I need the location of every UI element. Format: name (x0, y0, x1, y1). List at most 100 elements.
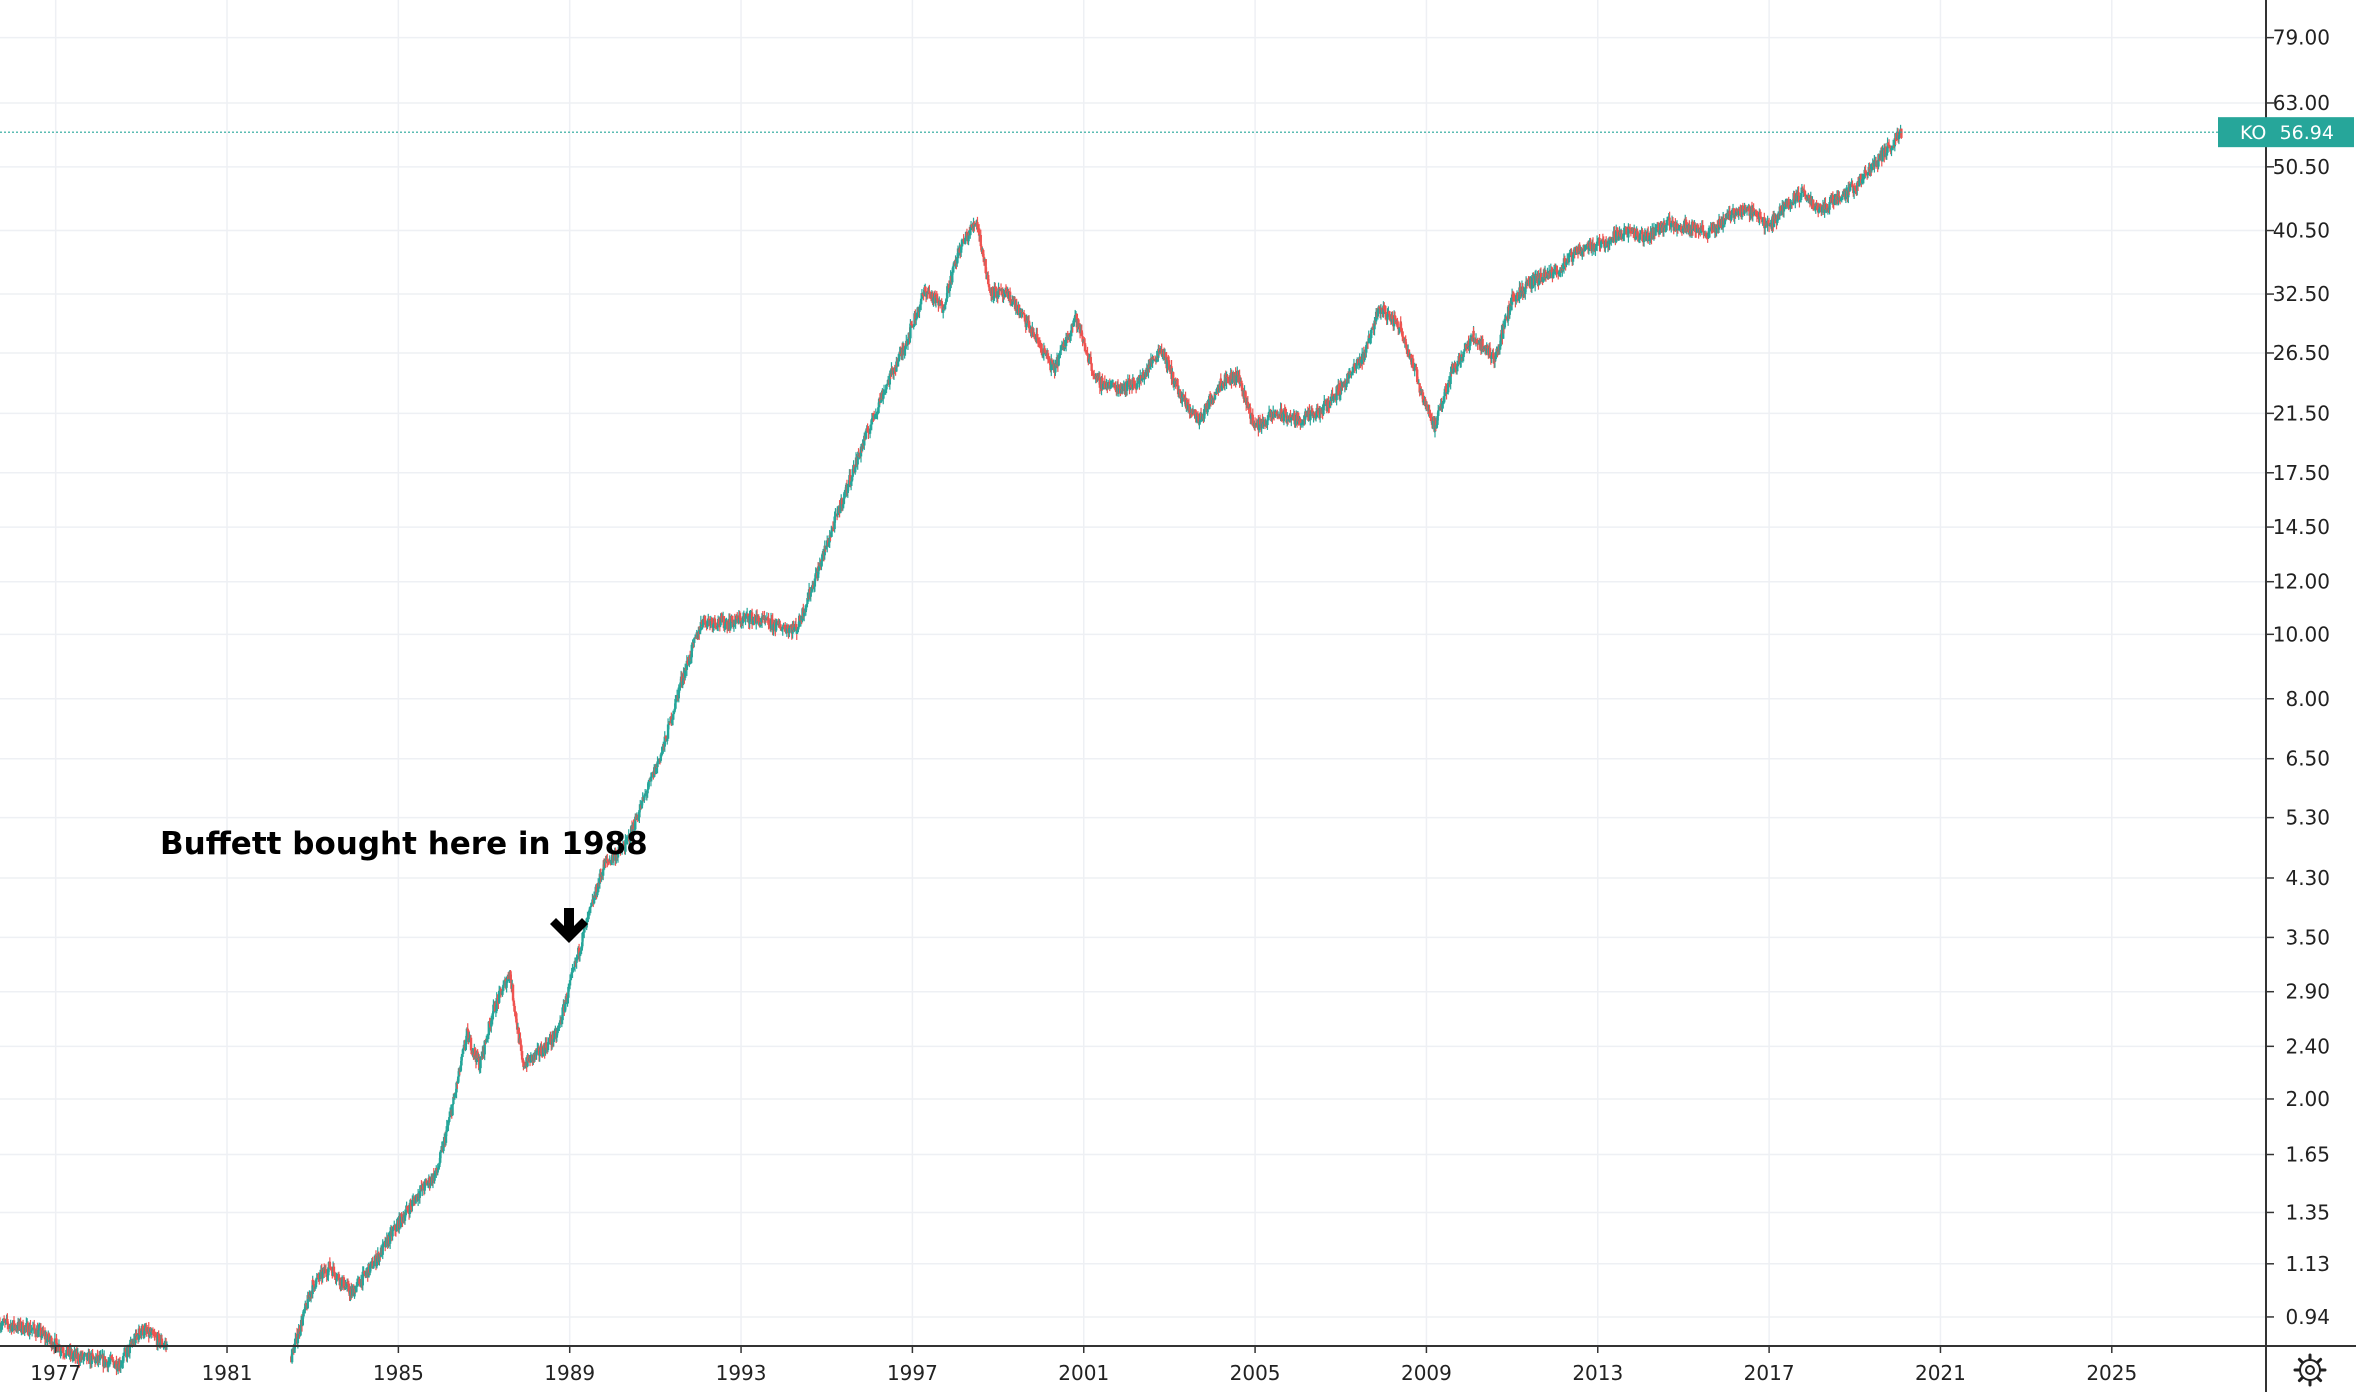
candle-body (1200, 416, 1204, 419)
candle-body (1831, 195, 1835, 203)
candle-body (1126, 380, 1130, 383)
candle-body (152, 1333, 155, 1336)
candle-body (105, 1360, 108, 1362)
candle-body (1217, 384, 1221, 393)
candle-body (1287, 419, 1291, 421)
candle-body (1064, 337, 1068, 347)
candle-body (1481, 339, 1484, 351)
x-tick-label: 2013 (1572, 1361, 1623, 1385)
candle-body (1595, 241, 1599, 246)
candle-body (1735, 210, 1738, 216)
candle-body (1755, 215, 1759, 218)
candle-body (27, 1334, 31, 1336)
candle-body (1231, 379, 1234, 383)
candle-body (540, 1047, 543, 1055)
last-price-badge[interactable]: KO 56.94 (2218, 117, 2354, 148)
candle-body (1552, 272, 1555, 279)
candle-body (1139, 375, 1143, 381)
candle-body (784, 626, 787, 631)
candle-body (1639, 232, 1642, 234)
candle-body (62, 1353, 66, 1355)
candle-body (959, 246, 963, 253)
candle-body (1636, 230, 1639, 237)
candle-body (745, 615, 748, 617)
candle-body (381, 1243, 384, 1255)
candle-body (770, 618, 774, 620)
candle-body (1538, 278, 1541, 285)
candle-body (1498, 346, 1502, 350)
candle-body (965, 231, 969, 236)
candle-body (563, 1004, 567, 1012)
candle-body (879, 401, 882, 403)
candle-body (0, 1327, 3, 1330)
candle-body (1251, 414, 1254, 426)
candle-body (1887, 142, 1890, 146)
candle-body (716, 625, 719, 628)
candle-body (369, 1262, 373, 1266)
candle-body (55, 1338, 58, 1344)
candle-body (467, 1030, 470, 1043)
candle-body (461, 1053, 464, 1057)
candle-body (330, 1268, 333, 1271)
settings-gear-icon[interactable] (2293, 1353, 2327, 1387)
candle-body (1225, 376, 1228, 383)
candle-body (1828, 202, 1831, 210)
candle-body (579, 950, 582, 953)
candle-body (800, 620, 803, 622)
candle-body (1807, 196, 1810, 201)
candle-body (1328, 400, 1332, 408)
candle-body (109, 1356, 112, 1361)
candle-body (1791, 202, 1795, 206)
candle-body (363, 1270, 366, 1275)
candle-body (1022, 313, 1026, 315)
candle-body (788, 627, 791, 633)
candle-body (980, 246, 983, 252)
candle-body (140, 1330, 143, 1332)
candle-body (1089, 356, 1093, 364)
candle-body (1393, 315, 1397, 319)
candle-body (1615, 230, 1618, 243)
candle-body (1665, 225, 1668, 227)
candle-body (648, 779, 652, 782)
candle-body (1677, 228, 1680, 230)
candle-body (25, 1323, 28, 1327)
candle-body (922, 294, 925, 296)
candle-body (675, 696, 678, 700)
candle-body (1190, 414, 1194, 416)
candle-body (702, 619, 705, 625)
candle-body (388, 1231, 392, 1244)
candle-body (688, 655, 692, 660)
y-tick-label: 2.40 (2285, 1034, 2330, 1058)
candle-body (1684, 219, 1688, 229)
candle-body (83, 1353, 86, 1357)
candle-body (476, 1051, 479, 1059)
candle-body (1776, 219, 1779, 224)
candle-body (1407, 349, 1411, 358)
candle-body (439, 1152, 442, 1163)
candle-body (723, 625, 726, 629)
y-tick-label: 21.50 (2273, 401, 2330, 425)
candle-body (19, 1321, 22, 1331)
candle-body (918, 306, 921, 312)
candle-body (885, 384, 888, 390)
candle-body (1799, 192, 1803, 201)
candle-body (1494, 352, 1497, 360)
candle-body (1524, 287, 1527, 295)
candle-body (1328, 407, 1331, 409)
y-tick-label: 1.35 (2285, 1200, 2330, 1224)
candle-body (1772, 216, 1776, 227)
candle-body (1637, 236, 1640, 242)
candle-body (315, 1277, 319, 1280)
symbol-label: KO (2240, 122, 2266, 144)
candle-body (1335, 386, 1338, 401)
candle-body (1428, 410, 1431, 415)
candle-body (433, 1173, 436, 1181)
candle-body (1013, 299, 1017, 310)
candle-body (1452, 368, 1455, 373)
x-tick-label: 2017 (1744, 1361, 1795, 1385)
candle-body (544, 1042, 547, 1054)
candle-body (1046, 353, 1050, 360)
candle-body (1377, 306, 1380, 311)
